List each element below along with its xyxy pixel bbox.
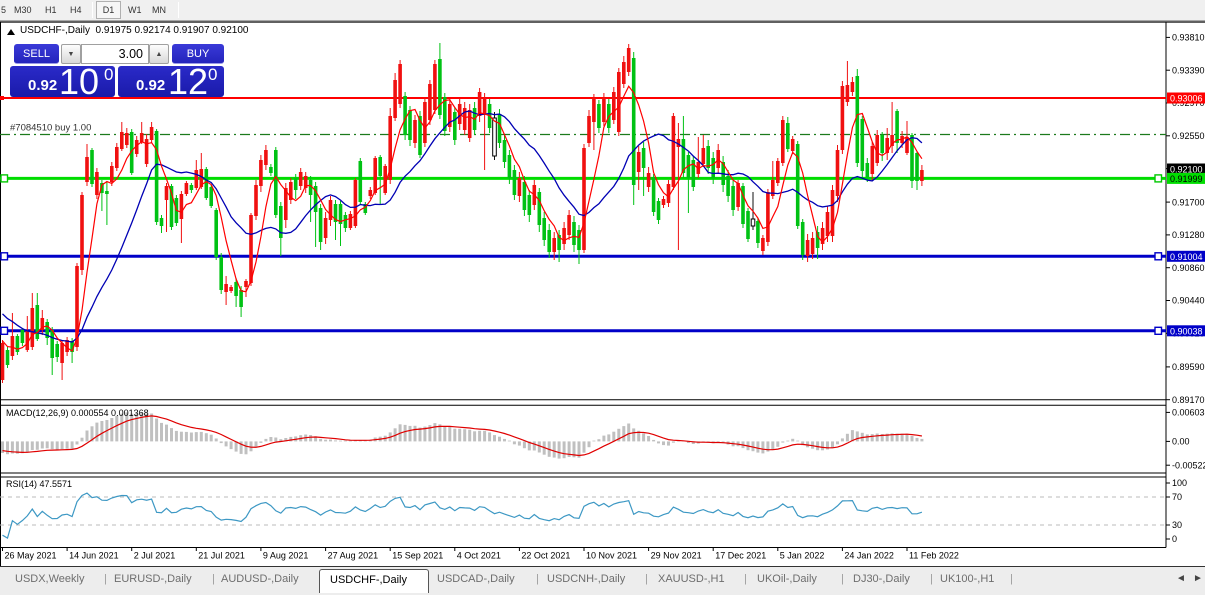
svg-text:9 Aug 2021: 9 Aug 2021 [263,551,309,561]
svg-text:0.006038: 0.006038 [1172,408,1205,418]
svg-text:0: 0 [1172,534,1177,544]
svg-text:24 Jan 2022: 24 Jan 2022 [844,551,894,561]
svg-text:0.93810: 0.93810 [1172,33,1205,43]
svg-text:#7084510 buy 1.00: #7084510 buy 1.00 [10,123,91,134]
svg-text:0.91280: 0.91280 [1172,230,1205,240]
svg-text:0.93390: 0.93390 [1172,65,1205,75]
svg-text:27 Aug 2021: 27 Aug 2021 [328,551,379,561]
svg-text:100: 100 [1172,478,1187,488]
svg-text:RSI(14) 47.5571: RSI(14) 47.5571 [6,479,72,489]
svg-text:0.90038: 0.90038 [1170,326,1203,336]
svg-text:15 Sep 2021: 15 Sep 2021 [392,551,443,561]
svg-text:0.91999: 0.91999 [1170,174,1203,184]
svg-text:17 Dec 2021: 17 Dec 2021 [715,551,766,561]
svg-text:29 Nov 2021: 29 Nov 2021 [651,551,702,561]
svg-text:2 Jul 2021: 2 Jul 2021 [134,551,176,561]
svg-text:-0.00522: -0.00522 [1172,460,1205,470]
svg-text:70: 70 [1172,492,1182,502]
svg-text:0.89590: 0.89590 [1172,362,1205,372]
svg-text:0.93006: 0.93006 [1170,94,1203,104]
svg-text:11 Feb 2022: 11 Feb 2022 [909,551,959,561]
svg-text:5 Jan 2022: 5 Jan 2022 [780,551,825,561]
svg-text:0.91700: 0.91700 [1172,197,1205,207]
svg-text:0.91004: 0.91004 [1170,252,1203,262]
svg-text:10 Nov 2021: 10 Nov 2021 [586,551,637,561]
svg-text:MACD(12,26,9) 0.000554 0.00136: MACD(12,26,9) 0.000554 0.001368 [6,408,149,418]
svg-text:30: 30 [1172,520,1182,530]
svg-text:0.92100: 0.92100 [1170,165,1203,175]
svg-text:4 Oct 2021: 4 Oct 2021 [457,551,501,561]
svg-text:14 Jun 2021: 14 Jun 2021 [69,551,119,561]
svg-text:0.00: 0.00 [1172,437,1190,447]
svg-text:26 May 2021: 26 May 2021 [5,551,57,561]
svg-text:22 Oct 2021: 22 Oct 2021 [521,551,570,561]
svg-text:0.89170: 0.89170 [1172,395,1205,405]
svg-text:0.92550: 0.92550 [1172,131,1205,141]
svg-text:0.90440: 0.90440 [1172,296,1205,306]
svg-text:0.90860: 0.90860 [1172,263,1205,273]
svg-text:21 Jul 2021: 21 Jul 2021 [198,551,245,561]
